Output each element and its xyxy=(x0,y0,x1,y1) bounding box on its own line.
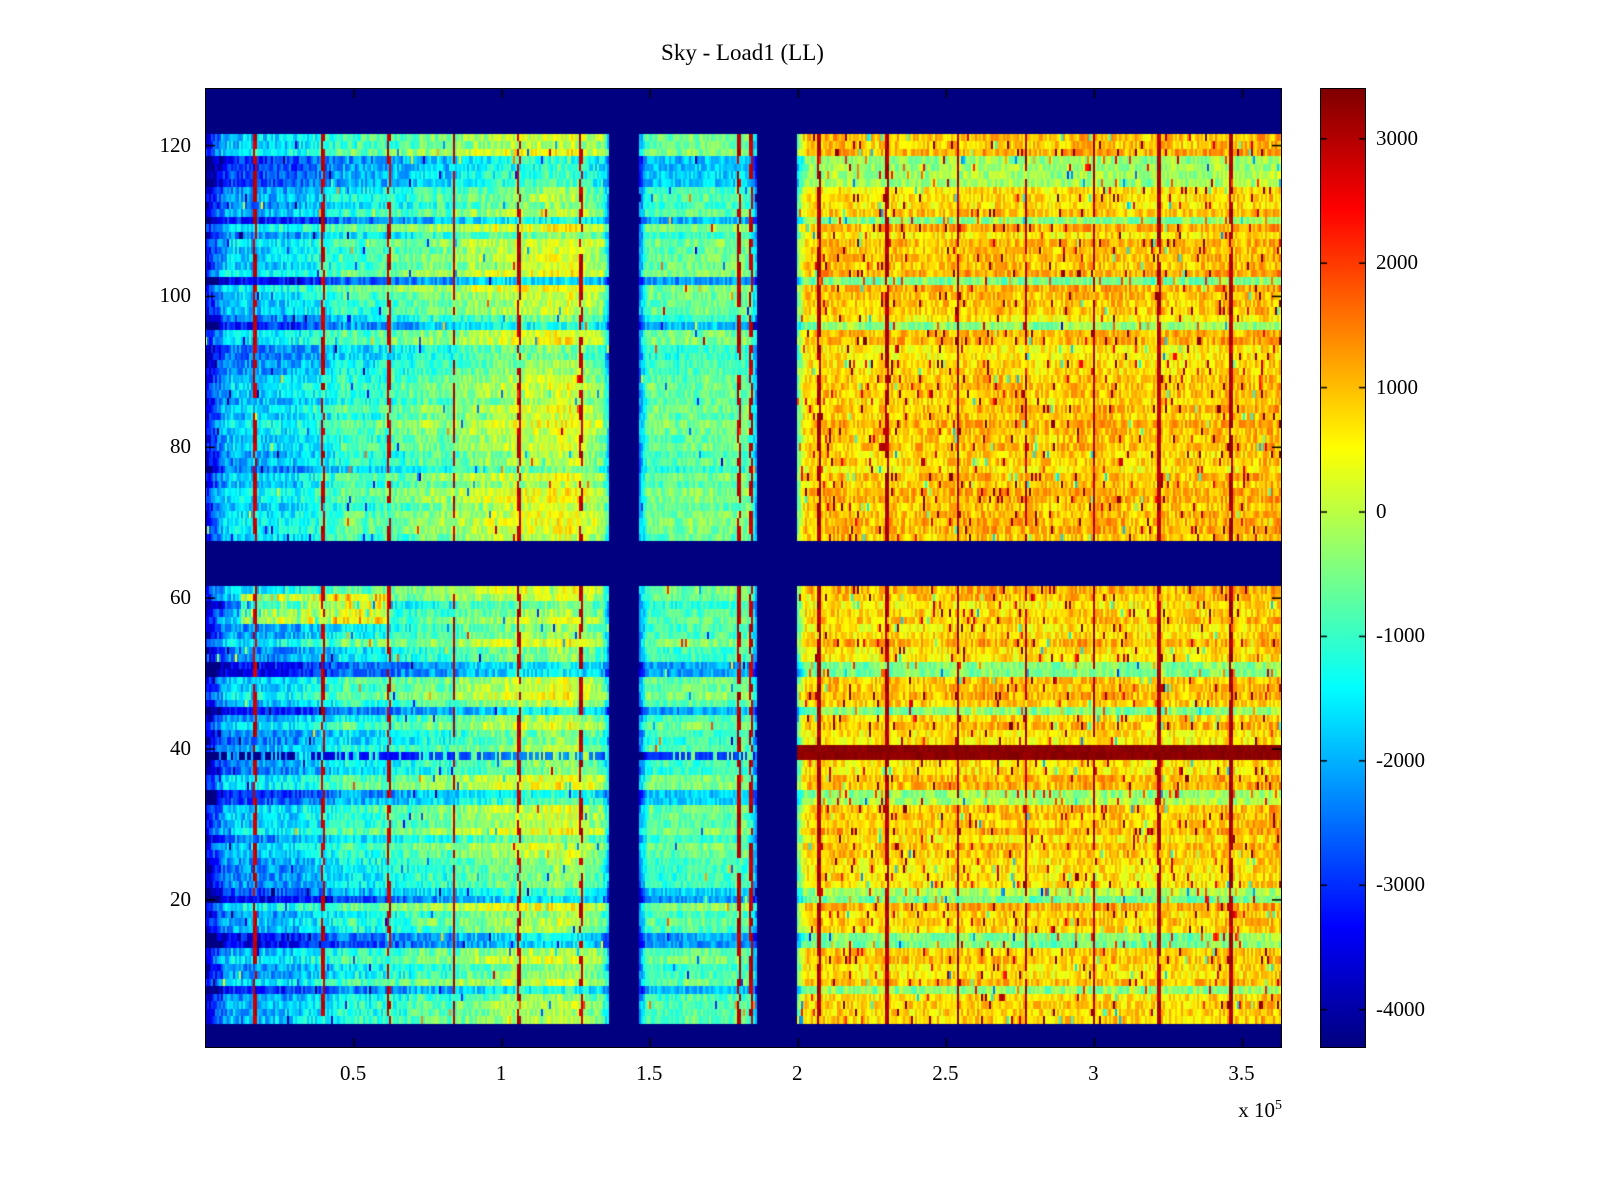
x-axis-multiplier: x 105 xyxy=(1120,1098,1282,1123)
y-tick-label: 80 xyxy=(170,434,191,459)
x-tick-label: 3 xyxy=(1088,1061,1099,1085)
colorbar xyxy=(1320,88,1366,1048)
y-tick-label: 40 xyxy=(170,736,191,761)
y-tick-label: 60 xyxy=(170,585,191,610)
x-tick-label: 2 xyxy=(792,1061,803,1085)
y-tick-label: 100 xyxy=(159,283,192,308)
colorbar-tick-label: 3000 xyxy=(1376,125,1418,150)
colorbar-tick-label: -1000 xyxy=(1376,623,1425,648)
y-tick-label: 120 xyxy=(159,132,192,157)
x-tick-label: 0.5 xyxy=(339,1061,367,1085)
x-axis-multiplier-exponent: 5 xyxy=(1275,1098,1282,1113)
colorbar-tick-label: -2000 xyxy=(1376,747,1425,772)
x-tick-label: 1 xyxy=(495,1061,507,1085)
colorbar-tick-label: -3000 xyxy=(1376,872,1425,897)
colorbar-tick-label: 1000 xyxy=(1376,374,1418,399)
x-tick-label: 2.5 xyxy=(932,1061,959,1085)
colorbar-tick-label: 0 xyxy=(1376,499,1387,523)
chart-title: Sky - Load1 (LL) xyxy=(661,40,824,65)
x-axis-multiplier-base: x 10 xyxy=(1238,1098,1275,1122)
x-tick-label: 3.5 xyxy=(1228,1061,1255,1085)
y-tick-label: 20 xyxy=(170,886,191,911)
colorbar-tick-label: -4000 xyxy=(1376,996,1425,1021)
colorbar-tick-label: 2000 xyxy=(1376,250,1418,275)
heatmap-canvas xyxy=(205,88,1282,1048)
x-tick-label: 1.5 xyxy=(636,1061,663,1085)
